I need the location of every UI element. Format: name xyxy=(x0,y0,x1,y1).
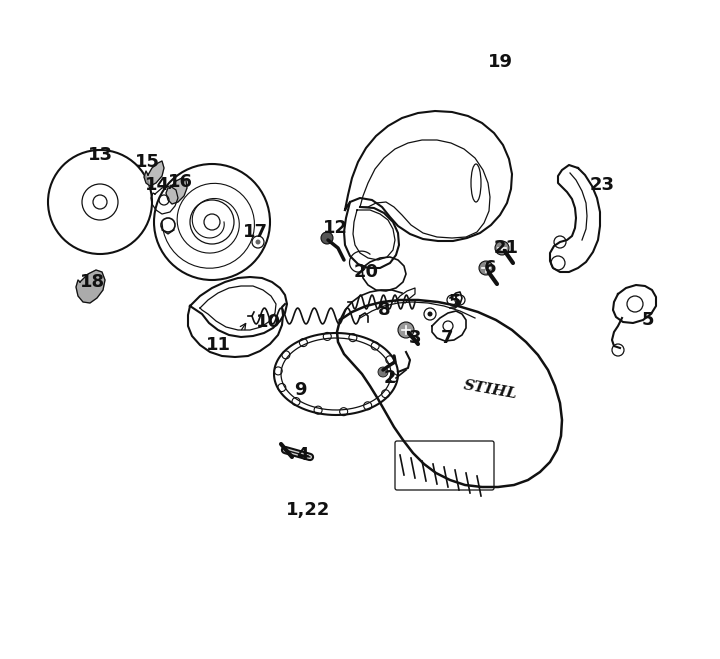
Circle shape xyxy=(495,241,509,255)
Circle shape xyxy=(378,367,388,377)
Circle shape xyxy=(256,239,261,244)
Text: 1,22: 1,22 xyxy=(286,501,330,519)
Polygon shape xyxy=(144,161,164,186)
Circle shape xyxy=(321,232,333,244)
Text: 10: 10 xyxy=(256,313,281,331)
Text: 15: 15 xyxy=(135,153,160,171)
Text: 4: 4 xyxy=(296,446,308,464)
Text: 5: 5 xyxy=(449,293,462,311)
Text: 12: 12 xyxy=(323,219,348,237)
Text: 16: 16 xyxy=(168,173,192,191)
Text: 20: 20 xyxy=(354,263,379,281)
Circle shape xyxy=(398,322,414,338)
Text: 13: 13 xyxy=(88,146,112,164)
Text: 7: 7 xyxy=(441,329,454,347)
Text: 23: 23 xyxy=(590,176,614,194)
Text: 19: 19 xyxy=(487,53,513,71)
Circle shape xyxy=(428,312,433,316)
Text: 2: 2 xyxy=(384,369,396,387)
Circle shape xyxy=(479,261,493,275)
Text: 9: 9 xyxy=(294,381,306,399)
Text: STIHL: STIHL xyxy=(462,378,518,401)
Polygon shape xyxy=(166,178,187,204)
Text: 5: 5 xyxy=(642,311,654,329)
Text: 3: 3 xyxy=(409,329,421,347)
Text: 8: 8 xyxy=(378,301,390,319)
Text: 6: 6 xyxy=(484,259,496,277)
Text: 17: 17 xyxy=(243,223,268,241)
Polygon shape xyxy=(76,270,105,303)
Text: 18: 18 xyxy=(79,273,104,291)
Text: 14: 14 xyxy=(145,176,169,194)
Text: 21: 21 xyxy=(493,239,518,257)
Text: 11: 11 xyxy=(205,336,230,354)
